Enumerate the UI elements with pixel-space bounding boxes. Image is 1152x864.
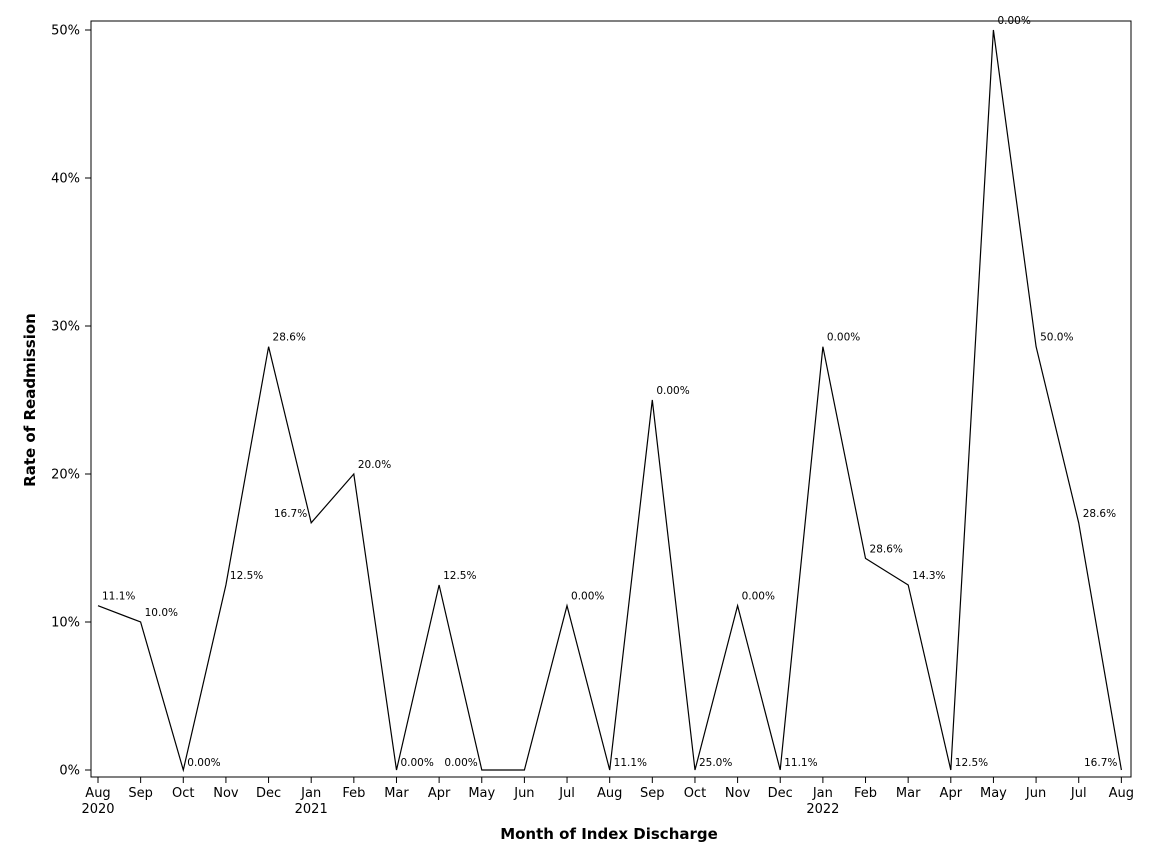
data-label: 11.1% <box>784 757 817 769</box>
x-tick-label: Jul <box>558 786 575 801</box>
data-label: 28.6% <box>1083 508 1116 520</box>
data-label: 0.00% <box>656 385 689 397</box>
y-tick-label: 0% <box>59 764 80 779</box>
x-tick-label: Mar <box>384 786 409 801</box>
x-tick-label: Dec <box>768 786 793 801</box>
x-tick-label: Feb <box>342 786 365 801</box>
data-label: 12.5% <box>230 570 263 582</box>
data-label: 0.00% <box>742 591 775 603</box>
data-label: 16.7% <box>1084 757 1117 769</box>
data-label: 28.6% <box>870 543 903 555</box>
y-tick-label: 10% <box>51 616 80 631</box>
x-tick-label: Mar <box>896 786 921 801</box>
y-tick-label: 20% <box>51 468 80 483</box>
x-tick-label: Nov <box>213 786 239 801</box>
y-axis-title: Rate of Readmission <box>21 313 39 487</box>
x-tick-label: Aug <box>1109 786 1134 801</box>
data-label: 0.00% <box>997 15 1030 27</box>
data-label: 10.0% <box>145 607 178 619</box>
x-tick-label: Oct <box>684 786 706 801</box>
x-tick-label: Aug <box>597 786 622 801</box>
x-tick-label: Nov <box>725 786 751 801</box>
series-line <box>97 29 1122 773</box>
y-tick-label: 30% <box>51 320 80 335</box>
data-label: 0.00% <box>827 332 860 344</box>
x-tick-label: Apr <box>428 786 451 801</box>
x-tick-label: Jun <box>1025 786 1046 801</box>
data-label: 14.3% <box>912 570 945 582</box>
x-year-label: 2021 <box>295 802 328 817</box>
data-label: 11.1% <box>102 591 135 603</box>
x-tick-label: May <box>468 786 495 801</box>
x-tick-label: Apr <box>940 786 963 801</box>
y-tick-label: 40% <box>51 172 80 187</box>
x-tick-label: Sep <box>640 786 665 801</box>
x-tick-label: Oct <box>172 786 194 801</box>
data-label: 0.00% <box>444 757 477 769</box>
x-tick-label: Aug <box>85 786 110 801</box>
data-label: 0.00% <box>400 757 433 769</box>
x-tick-label: Sep <box>128 786 153 801</box>
data-label: 12.5% <box>955 757 988 769</box>
data-label: 50.0% <box>1040 332 1073 344</box>
x-tick-label: Jun <box>513 786 534 801</box>
data-label: 12.5% <box>443 570 476 582</box>
data-label: 20.0% <box>358 459 391 471</box>
x-year-label: 2020 <box>81 802 114 817</box>
x-tick-label: Feb <box>854 786 877 801</box>
x-tick-label: May <box>980 786 1007 801</box>
x-tick-label: Jan <box>812 786 833 801</box>
data-labels: 11.1% 10.0% 0.00% 12.5% 28.6% 16.7% 20.0% 0.00%… <box>102 15 1117 769</box>
x-axis-title: Month of Index Discharge <box>500 825 718 843</box>
x-tick-label: Jul <box>1070 786 1087 801</box>
data-label: 25.0% <box>699 757 732 769</box>
data-label: 11.1% <box>614 757 647 769</box>
data-label: 16.7% <box>274 508 307 520</box>
y-axis: 0% 10% 20% 30% 40% 50% <box>51 24 91 779</box>
data-label: 0.00% <box>187 757 220 769</box>
y-tick-label: 50% <box>51 24 80 39</box>
x-year-label: 2022 <box>806 802 839 817</box>
data-label: 28.6% <box>273 332 306 344</box>
x-tick-label: Dec <box>256 786 281 801</box>
x-tick-label: Jan <box>300 786 321 801</box>
data-label: 0.00% <box>571 591 604 603</box>
plot-frame <box>90 20 1132 778</box>
